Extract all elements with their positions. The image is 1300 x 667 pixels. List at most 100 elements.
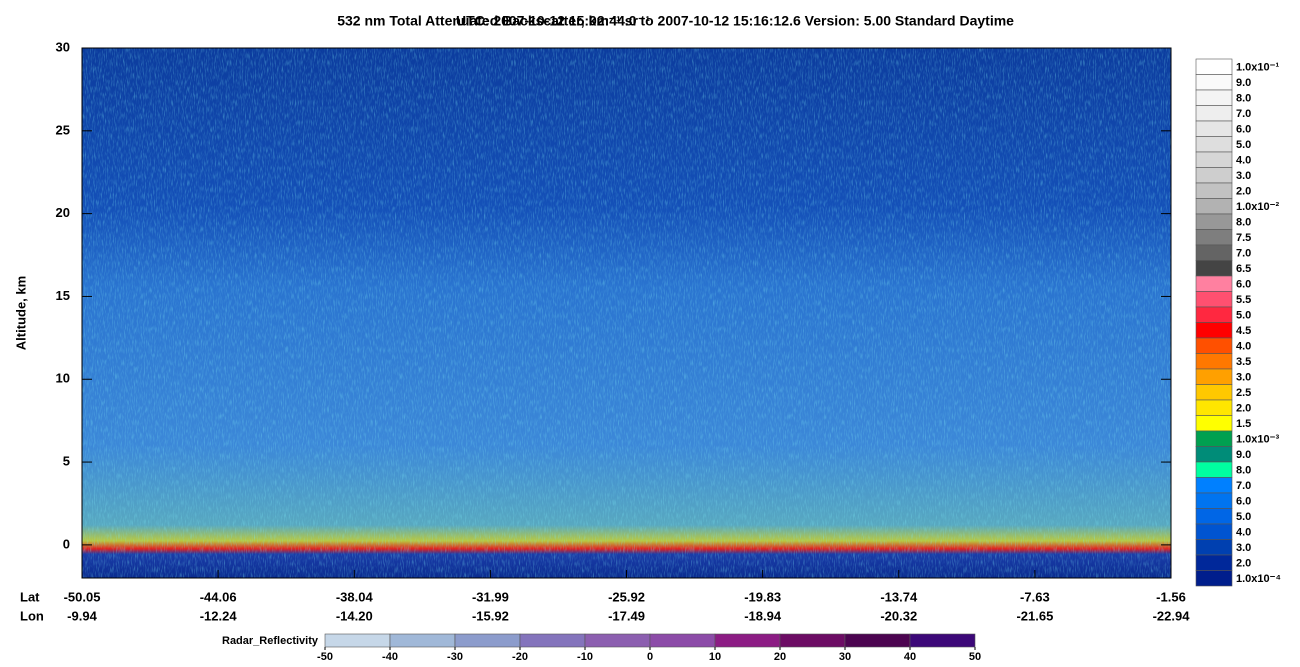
y-tick-label: 5 <box>63 454 70 469</box>
colorbar-label: 6.5 <box>1236 263 1251 275</box>
radar-tick-label: 20 <box>774 651 786 663</box>
y-tick-label: 0 <box>63 536 70 551</box>
colorbar-label: 3.0 <box>1236 371 1251 383</box>
lat-tick-label: -44.06 <box>200 589 237 604</box>
lon-tick-label: -15.92 <box>472 608 509 623</box>
colorbar-label: 3.0 <box>1236 542 1251 554</box>
radar-swatch <box>454 633 521 648</box>
lon-tick-label: -12.24 <box>200 608 238 623</box>
y-axis-label: Altitude, km <box>13 276 28 350</box>
radar-tick-label: -50 <box>317 651 333 663</box>
colorbar-label: 7.5 <box>1236 232 1251 244</box>
colorbar-swatch <box>1195 353 1233 370</box>
radar-swatch <box>844 633 911 648</box>
lat-tick-label: -50.05 <box>64 589 101 604</box>
colorbar-swatch <box>1195 399 1233 416</box>
radar-label: Radar_Reflectivity <box>222 635 319 647</box>
radar-swatch <box>389 633 456 648</box>
y-tick-label: 30 <box>56 39 70 54</box>
lon-tick-label: -17.49 <box>608 608 645 623</box>
colorbar-label: 4.0 <box>1236 526 1251 538</box>
colorbar-label: 5.0 <box>1236 309 1251 321</box>
colorbar-swatch <box>1195 306 1233 323</box>
y-tick-label: 25 <box>56 122 70 137</box>
colorbar-swatch <box>1195 244 1233 261</box>
colorbar-label: 4.0 <box>1236 340 1251 352</box>
lat-tick-label: -7.63 <box>1020 589 1050 604</box>
colorbar-swatch <box>1195 368 1233 385</box>
backscatter-texture <box>82 48 1171 578</box>
colorbar-swatch <box>1195 322 1233 339</box>
radar-swatch <box>779 633 846 648</box>
colorbar-swatch <box>1195 291 1233 308</box>
colorbar-label: 5.0 <box>1236 139 1251 151</box>
lon-tick-label: -9.94 <box>67 608 97 623</box>
radar-tick-label: -40 <box>382 651 398 663</box>
colorbar-label: 1.0x10⁻² <box>1236 201 1279 213</box>
lon-tick-label: -18.94 <box>744 608 782 623</box>
radar-swatch <box>714 633 781 648</box>
colorbar-swatch <box>1195 523 1233 540</box>
y-tick-label: 20 <box>56 205 70 220</box>
colorbar-swatch <box>1195 58 1233 75</box>
colorbar-swatch <box>1195 477 1233 494</box>
colorbar-swatch <box>1195 182 1233 199</box>
lat-tick-label: -25.92 <box>608 589 645 604</box>
radar-tick-label: -10 <box>577 651 593 663</box>
colorbar-label: 6.0 <box>1236 123 1251 135</box>
colorbar-label: 6.0 <box>1236 278 1251 290</box>
chart-subtitle: UTC: 2007-10-12 15:02:44.0 to 2007-10-12… <box>456 13 1014 29</box>
colorbar-label: 2.0 <box>1236 185 1251 197</box>
colorbar-swatch <box>1195 213 1233 230</box>
colorbar-swatch <box>1195 229 1233 246</box>
lat-tick-label: -1.56 <box>1156 589 1186 604</box>
lat-row-label: Lat <box>20 589 40 604</box>
radar-tick-label: 50 <box>969 651 981 663</box>
colorbar-label: 1.0x10⁻¹ <box>1236 61 1279 73</box>
lon-row-label: Lon <box>20 608 44 623</box>
colorbar-label: 1.5 <box>1236 418 1251 430</box>
radar-tick-label: 40 <box>904 651 916 663</box>
colorbar-swatch <box>1195 120 1233 137</box>
lat-tick-label: -31.99 <box>472 589 509 604</box>
colorbar-label: 2.5 <box>1236 387 1251 399</box>
chart-title: 532 nm Total Attenuated Backscatter, km⁻… <box>337 13 650 29</box>
colorbar-label: 7.0 <box>1236 247 1251 259</box>
colorbar-swatch <box>1195 151 1233 168</box>
colorbar-swatch <box>1195 275 1233 292</box>
radar-swatch <box>909 633 976 648</box>
colorbar-swatch <box>1195 89 1233 106</box>
colorbar-swatch <box>1195 446 1233 463</box>
lat-tick-label: -38.04 <box>336 589 374 604</box>
colorbar-swatch <box>1195 554 1233 571</box>
colorbar-label: 4.0 <box>1236 154 1251 166</box>
colorbar-label: 3.0 <box>1236 170 1251 182</box>
lon-tick-label: -20.32 <box>880 608 917 623</box>
colorbar-swatch <box>1195 508 1233 525</box>
colorbar-swatch <box>1195 198 1233 215</box>
colorbar-swatch <box>1195 136 1233 153</box>
colorbar-label: 1.0x10⁻⁴ <box>1236 573 1281 585</box>
lat-tick-label: -13.74 <box>880 589 918 604</box>
radar-tick-label: -20 <box>512 651 528 663</box>
colorbar-label: 4.5 <box>1236 325 1251 337</box>
colorbar-label: 3.5 <box>1236 356 1251 368</box>
colorbar-swatch <box>1195 415 1233 432</box>
colorbar-swatch <box>1195 430 1233 447</box>
colorbar-label: 6.0 <box>1236 495 1251 507</box>
lon-tick-label: -22.94 <box>1153 608 1191 623</box>
colorbar-label: 7.0 <box>1236 480 1251 492</box>
colorbar-swatch <box>1195 105 1233 122</box>
colorbar-label: 9.0 <box>1236 77 1251 89</box>
colorbar-swatch <box>1195 539 1233 556</box>
colorbar-swatch <box>1195 337 1233 354</box>
colorbar-swatch <box>1195 74 1233 91</box>
colorbar-swatch <box>1195 384 1233 401</box>
colorbar-swatch <box>1195 492 1233 509</box>
radar-tick-label: 0 <box>647 651 653 663</box>
colorbar-swatch <box>1195 461 1233 478</box>
colorbar-swatch <box>1195 167 1233 184</box>
y-tick-label: 15 <box>56 288 70 303</box>
radar-tick-label: 10 <box>709 651 721 663</box>
